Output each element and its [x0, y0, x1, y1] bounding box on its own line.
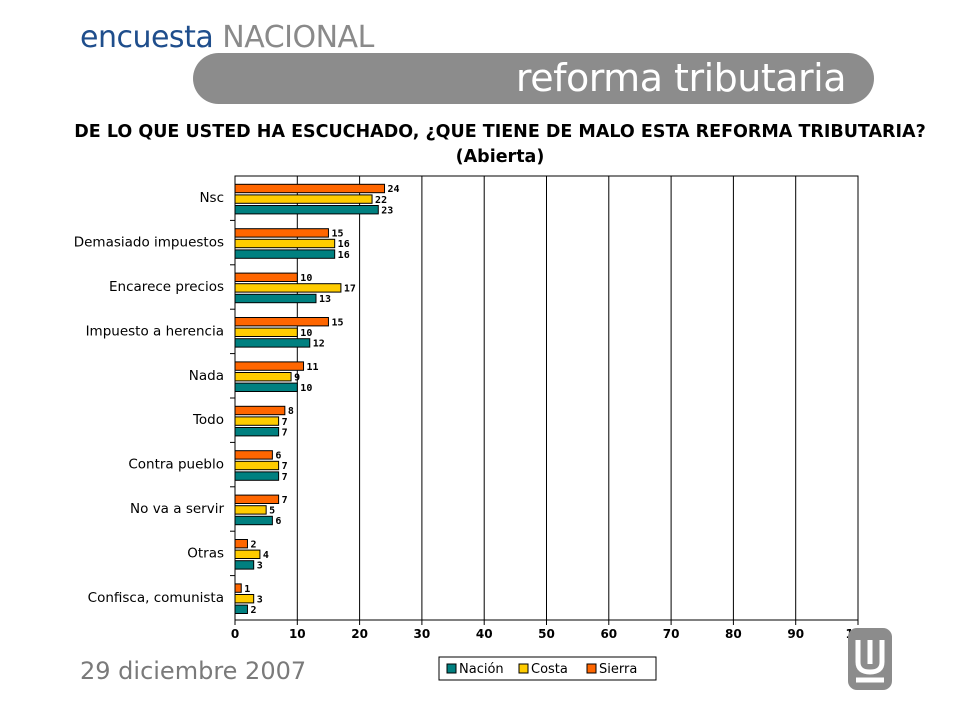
- bar: [234, 272, 298, 283]
- x-tick-label: 40: [476, 627, 493, 641]
- brand-line: encuesta NACIONAL: [80, 20, 374, 55]
- data-label: 7: [282, 427, 288, 438]
- x-tick-label: 30: [414, 627, 431, 641]
- bar: [234, 604, 248, 614]
- data-label: 22: [375, 195, 387, 206]
- x-tick-label: 70: [663, 627, 680, 641]
- data-label: 1: [244, 584, 250, 595]
- bar: [234, 549, 261, 559]
- bar: [234, 249, 336, 259]
- data-label: 15: [331, 317, 343, 328]
- bar: [234, 361, 305, 371]
- bar: [234, 583, 242, 593]
- bar: [234, 460, 280, 471]
- category-label: Otras: [187, 545, 224, 561]
- legend-swatch: [586, 663, 597, 674]
- data-label: 2: [250, 539, 256, 550]
- category-label: Nada: [189, 368, 224, 384]
- bar: [234, 427, 280, 437]
- bar: [234, 416, 280, 426]
- legend-label: Sierra: [599, 662, 637, 677]
- data-label: 5: [269, 506, 275, 517]
- bar: [234, 405, 286, 416]
- x-tick-label: 50: [538, 627, 555, 641]
- data-label: 16: [338, 250, 350, 261]
- bar: [234, 471, 280, 481]
- data-label: 4: [263, 550, 269, 561]
- data-label: 2: [250, 605, 256, 616]
- category-label: Impuesto a herencia: [86, 323, 224, 339]
- data-label: 7: [282, 417, 288, 428]
- bar: [234, 494, 280, 505]
- data-label: 3: [257, 594, 263, 605]
- brand-encuesta: encuesta: [80, 20, 214, 55]
- category-label: Nsc: [199, 190, 224, 206]
- company-logo-icon: [848, 628, 892, 690]
- category-label: Todo: [192, 412, 224, 428]
- bar: [234, 183, 386, 194]
- data-label: 8: [288, 406, 294, 417]
- data-label: 6: [275, 516, 281, 527]
- bar: [234, 338, 311, 348]
- data-label: 17: [344, 284, 356, 295]
- data-label: 23: [381, 205, 393, 216]
- banner-title: reforma tributaria: [515, 56, 847, 100]
- x-tick-label: 10: [289, 627, 306, 641]
- data-label: 15: [331, 229, 343, 240]
- data-label: 10: [300, 273, 312, 284]
- category-label: Demasiado impuestos: [74, 235, 224, 251]
- bar: [234, 539, 248, 549]
- data-label: 6: [275, 451, 281, 462]
- bar: [234, 228, 329, 238]
- bar: [234, 293, 317, 304]
- survey-question: DE LO QUE USTED HA ESCUCHADO, ¿QUE TIENE…: [74, 122, 926, 167]
- data-label: 24: [388, 184, 400, 195]
- bar: [234, 382, 298, 393]
- data-label: 7: [282, 461, 288, 472]
- legend-swatch: [518, 663, 529, 674]
- data-label: 9: [294, 372, 300, 383]
- data-label: 16: [338, 239, 350, 250]
- bar: [234, 317, 329, 327]
- data-label: 13: [319, 294, 331, 305]
- category-label: Contra pueblo: [128, 457, 224, 473]
- bar: [234, 327, 298, 338]
- data-label: 12: [313, 339, 325, 350]
- bar: [234, 194, 373, 204]
- legend: [438, 656, 657, 681]
- legend-swatch: [446, 663, 457, 674]
- x-tick-label: 60: [600, 627, 617, 641]
- legend-label: Nación: [459, 662, 504, 677]
- category-label: No va a servir: [130, 501, 224, 517]
- data-label: 10: [300, 328, 312, 339]
- brand-nacional: NACIONAL: [222, 20, 374, 55]
- data-label: 3: [257, 561, 263, 572]
- x-tick-label: 20: [351, 627, 368, 641]
- bar: [234, 505, 267, 515]
- bar: [234, 238, 336, 249]
- data-label: 10: [300, 383, 312, 394]
- data-label: 7: [282, 472, 288, 483]
- bar: [234, 560, 255, 570]
- x-tick-label: 80: [725, 627, 742, 641]
- bar: [234, 372, 292, 382]
- bar: [234, 515, 273, 526]
- data-label: 7: [282, 495, 288, 506]
- title-banner: reforma tributaria: [193, 53, 874, 104]
- category-label: Encarece precios: [109, 279, 224, 295]
- x-tick-label: 0: [231, 627, 239, 641]
- category-label: Confisca, comunista: [88, 590, 224, 606]
- bar: [234, 594, 255, 604]
- bar: [234, 450, 273, 460]
- legend-label: Costa: [531, 662, 568, 677]
- data-label: 11: [307, 362, 319, 373]
- bar: [234, 283, 342, 293]
- footer-date: 29 diciembre 2007: [80, 657, 307, 685]
- bar: [234, 205, 379, 215]
- x-tick-label: 90: [787, 627, 804, 641]
